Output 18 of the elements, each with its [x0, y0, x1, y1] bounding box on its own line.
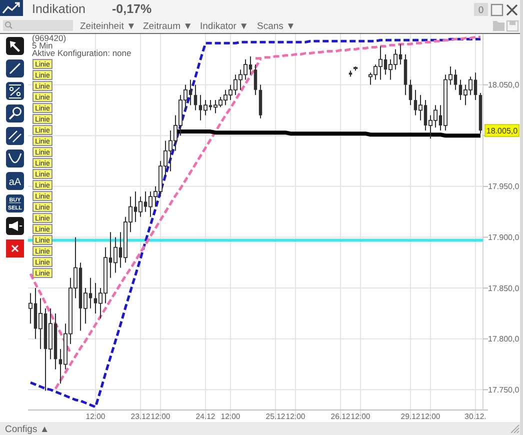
y-tick-label: 17.900,0	[488, 233, 520, 242]
text: Scans ▼	[257, 21, 296, 32]
text: Indikator ▼	[200, 21, 248, 32]
chart-subtitle: -0,17%	[112, 2, 152, 16]
text: Zeiteinheit ▼	[80, 21, 136, 32]
chart-title: Indikation	[32, 2, 86, 16]
text: Zeitraum ▼	[143, 21, 193, 32]
y-tick-label: 17.750,0	[488, 385, 520, 394]
y-tick-label: 18.050,0	[488, 80, 520, 90]
y-tick-label: 17.850,0	[488, 284, 520, 293]
annotation: (969420)	[32, 33, 66, 43]
price-tag: 18.005,0	[484, 124, 520, 137]
font-size-icon: aA	[6, 172, 24, 190]
counter-badge: 0	[474, 3, 488, 16]
text: Configs ▲	[5, 424, 50, 435]
annotation: Aktive Konfiguration: none	[32, 48, 132, 58]
y-tick-label: 17.950,0	[488, 182, 520, 192]
y-tick-label: 17.800,0	[488, 334, 520, 344]
